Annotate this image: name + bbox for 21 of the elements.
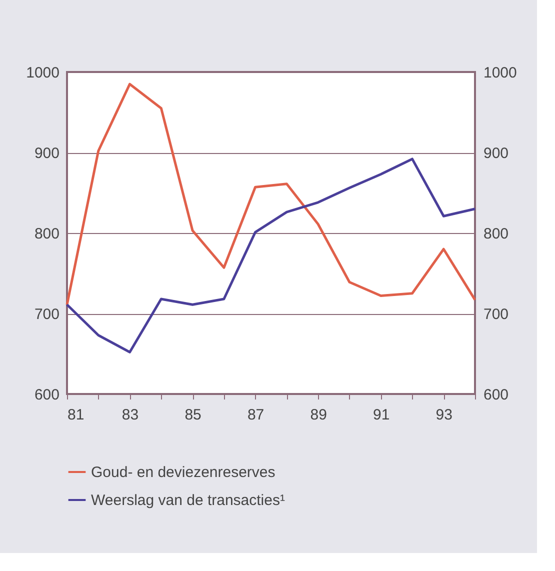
y-tick-label: 600 (34, 386, 60, 404)
legend-label: Goud- en deviezenreserves (91, 464, 276, 481)
x-tick-label: 83 (122, 406, 139, 424)
x-tick-label: 85 (184, 406, 202, 424)
x-tick-label: 89 (310, 406, 327, 424)
y2-tick-label: 700 (484, 306, 509, 323)
line-series (66, 158, 476, 354)
x-tick-label: 81 (68, 406, 84, 424)
line-series (66, 82, 476, 306)
y2-tick-label: 900 (484, 145, 509, 162)
x-tick-label: 91 (373, 406, 390, 424)
y2-tick-label: 600 (484, 386, 509, 404)
x-tick-label: 87 (247, 406, 264, 424)
y-tick-label: 900 (34, 145, 60, 162)
y-tick-label: 800 (34, 226, 60, 242)
y-tick-label: 700 (34, 306, 60, 323)
legend-label: Weerslag van de transacties¹ (91, 492, 285, 509)
x-tick-label: 93 (436, 406, 452, 424)
y2-tick-label: 1000 (484, 64, 517, 82)
y2-tick-label: 800 (484, 226, 509, 242)
y-tick-label: 1000 (26, 64, 60, 82)
